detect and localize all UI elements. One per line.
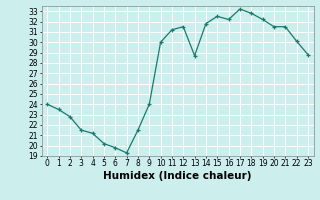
X-axis label: Humidex (Indice chaleur): Humidex (Indice chaleur) [103, 171, 252, 181]
